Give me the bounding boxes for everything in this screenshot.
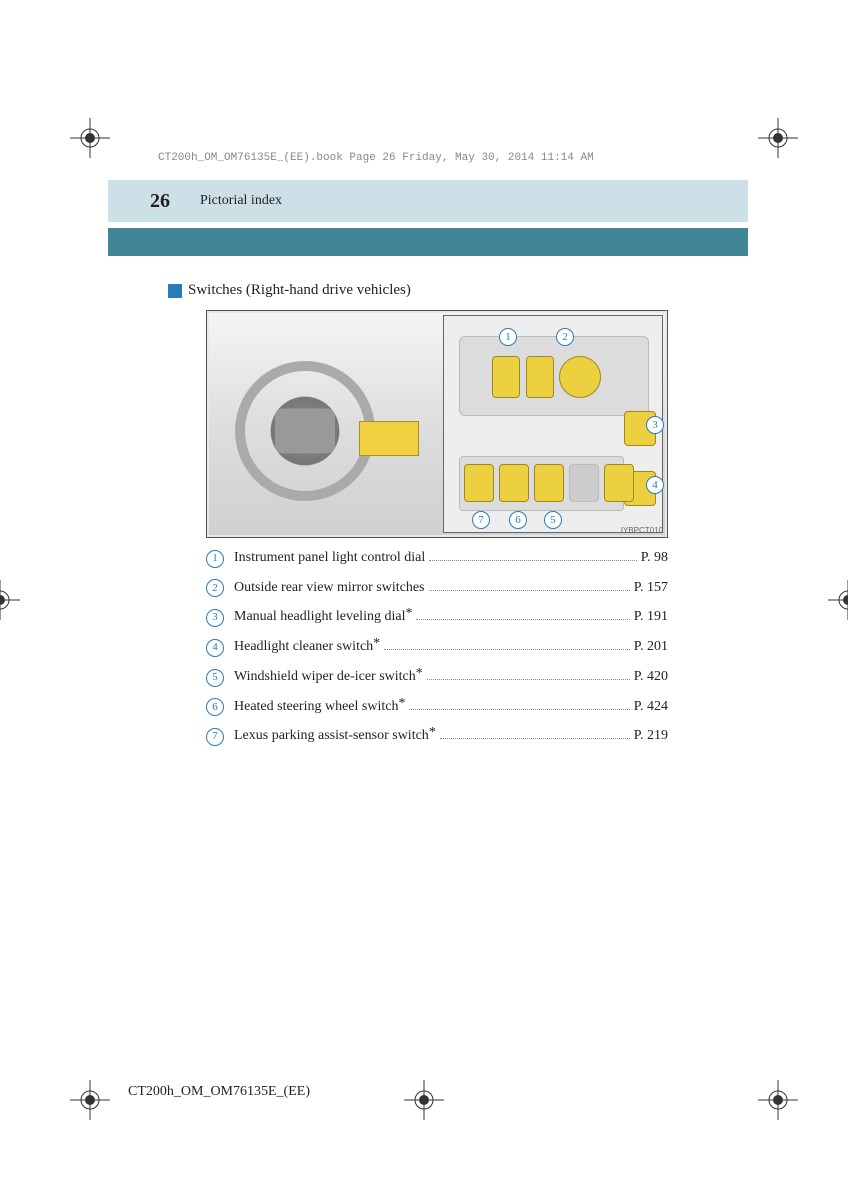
header-accent-bar xyxy=(108,228,748,256)
callout-2: 2 xyxy=(556,328,574,346)
blank-switch xyxy=(569,464,599,502)
leader-dots xyxy=(429,560,636,561)
footer-doc-id: CT200h_OM_OM76135E_(EE) xyxy=(128,1084,310,1100)
row-number: 4 xyxy=(206,639,224,657)
row-label: Manual headlight leveling dial* xyxy=(234,607,412,627)
footnote-star-icon: * xyxy=(405,606,412,621)
row-page: P. 157 xyxy=(634,578,668,598)
bullet-square-icon xyxy=(168,284,182,298)
row-number: 2 xyxy=(206,579,224,597)
footnote-star-icon: * xyxy=(373,636,380,651)
row-page: P. 219 xyxy=(634,726,668,746)
footnote-star-icon: * xyxy=(429,725,436,740)
crop-mark xyxy=(70,118,110,158)
row-number: 1 xyxy=(206,550,224,568)
leader-dots xyxy=(427,679,630,680)
crop-mark xyxy=(758,1080,798,1120)
leader-dots xyxy=(384,649,630,650)
heated-wheel-icon xyxy=(499,464,529,502)
index-row: 5 Windshield wiper de-icer switch* P. 420 xyxy=(206,667,668,687)
steering-wheel-icon xyxy=(235,361,375,501)
crop-mark xyxy=(70,1080,110,1120)
page-number: 26 xyxy=(150,190,170,213)
row-page: P. 420 xyxy=(634,667,668,687)
row-page: P. 98 xyxy=(641,548,668,568)
row-number: 6 xyxy=(206,698,224,716)
index-row: 4 Headlight cleaner switch* P. 201 xyxy=(206,637,668,657)
index-row: 6 Heated steering wheel switch* P. 424 xyxy=(206,697,668,717)
row-number: 7 xyxy=(206,728,224,746)
crop-mark xyxy=(828,580,848,620)
mirror-switch-icon xyxy=(526,356,554,398)
callout-7: 7 xyxy=(472,511,490,529)
section-title: Pictorial index xyxy=(200,193,282,209)
callout-5: 5 xyxy=(544,511,562,529)
file-header: CT200h_OM_OM76135E_(EE).book Page 26 Fri… xyxy=(158,152,594,164)
subsection-title: Switches (Right-hand drive vehicles) xyxy=(188,282,411,299)
index-row: 2 Outside rear view mirror switches P. 157 xyxy=(206,578,668,598)
index-row: 3 Manual headlight leveling dial* P. 191 xyxy=(206,607,668,627)
upper-panel xyxy=(459,336,649,416)
footnote-star-icon: * xyxy=(416,666,423,681)
switches-diagram: 1 2 3 4 5 6 7 IYBPCT010 xyxy=(206,310,668,538)
deicer-icon xyxy=(534,464,564,502)
callout-1: 1 xyxy=(499,328,517,346)
callout-3: 3 xyxy=(646,416,664,434)
leader-dots xyxy=(416,619,629,620)
switch-panel-highlight xyxy=(359,421,419,456)
row-number: 3 xyxy=(206,609,224,627)
index-list: 1 Instrument panel light control dial P. 9… xyxy=(206,548,668,756)
footnote-star-icon: * xyxy=(398,696,405,711)
leader-dots xyxy=(429,590,630,591)
switch-generic xyxy=(604,464,634,502)
parking-assist-icon xyxy=(464,464,494,502)
row-label: Lexus parking assist-sensor switch* xyxy=(234,726,436,746)
row-number: 5 xyxy=(206,669,224,687)
callout-4: 4 xyxy=(646,476,664,494)
leader-dots xyxy=(409,709,629,710)
light-control-dial-icon xyxy=(492,356,520,398)
row-label: Heated steering wheel switch* xyxy=(234,697,405,717)
crop-mark xyxy=(0,580,20,620)
row-page: P. 191 xyxy=(634,607,668,627)
index-row: 1 Instrument panel light control dial P. 9… xyxy=(206,548,668,568)
row-label: Instrument panel light control dial xyxy=(234,548,425,568)
subsection-heading: Switches (Right-hand drive vehicles) xyxy=(168,282,411,299)
switch-inset: 1 2 3 4 5 6 7 xyxy=(443,315,663,533)
leader-dots xyxy=(440,738,630,739)
row-page: P. 201 xyxy=(634,637,668,657)
index-row: 7 Lexus parking assist-sensor switch* P. 2… xyxy=(206,726,668,746)
image-code: IYBPCT010 xyxy=(621,526,663,535)
crop-mark xyxy=(758,118,798,158)
header-strip: 26 Pictorial index xyxy=(108,180,748,222)
crop-mark xyxy=(404,1080,444,1120)
row-label: Windshield wiper de-icer switch* xyxy=(234,667,423,687)
row-page: P. 424 xyxy=(634,697,668,717)
mirror-dial-icon xyxy=(559,356,601,398)
callout-6: 6 xyxy=(509,511,527,529)
row-label: Outside rear view mirror switches xyxy=(234,578,425,598)
row-label: Headlight cleaner switch* xyxy=(234,637,380,657)
